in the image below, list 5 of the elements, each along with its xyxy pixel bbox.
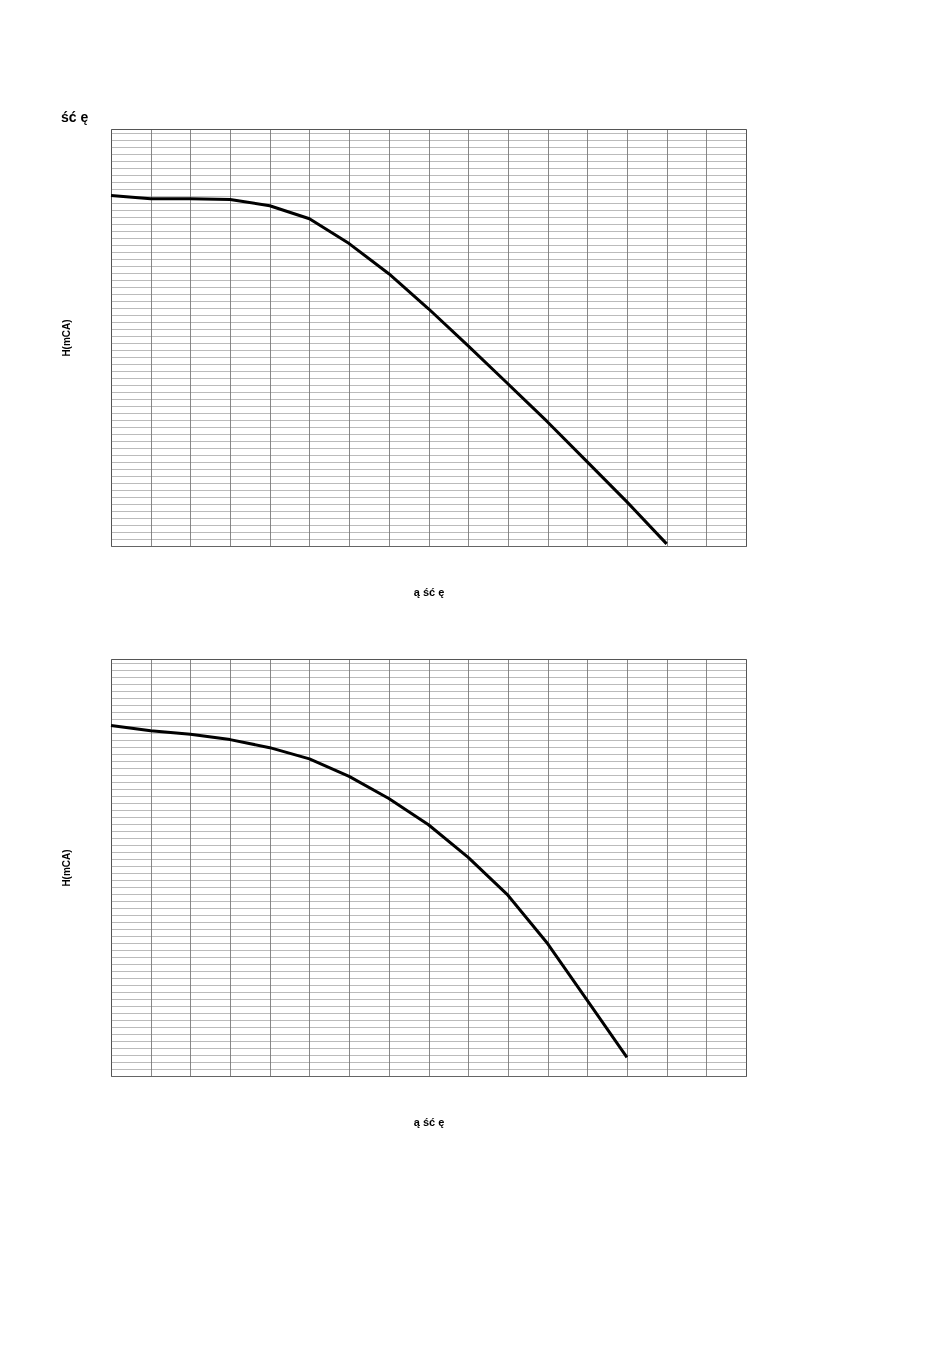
- chart-title: ść ę: [61, 109, 89, 125]
- y-axis-title: H(mCA): [60, 849, 72, 887]
- x-axis-title: ą ść ę: [413, 1115, 445, 1128]
- y-axis-title: H(mCA): [60, 319, 72, 357]
- x-axis-title: ą ść ę: [413, 585, 445, 598]
